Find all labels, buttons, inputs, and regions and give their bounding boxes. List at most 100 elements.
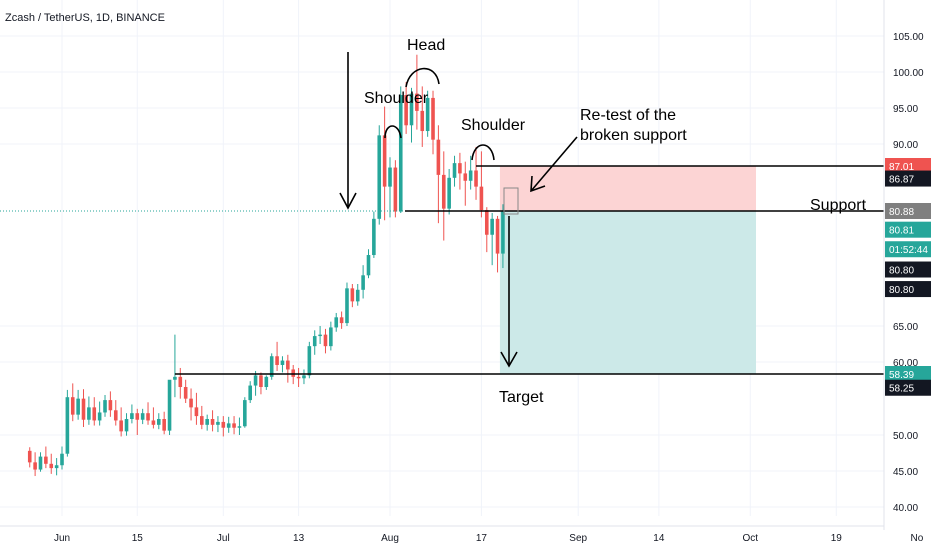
candle-body — [140, 413, 145, 420]
lines-layer — [0, 165, 884, 375]
price-tag-label: 86.87 — [889, 175, 914, 186]
candle-body — [361, 275, 365, 290]
candle-body — [339, 317, 344, 324]
candle-body — [119, 420, 123, 432]
candle-body — [60, 453, 64, 466]
x-tick-label: 15 — [132, 533, 144, 544]
candle-body — [248, 385, 252, 401]
candle-body — [452, 163, 457, 178]
price-tag-label: 80.80 — [889, 266, 914, 277]
candle-body — [200, 416, 204, 425]
candle-body — [97, 412, 102, 421]
right-shoulder-arc — [471, 144, 495, 161]
target-arrow-icon — [500, 216, 518, 368]
candle-body — [447, 177, 451, 209]
candle-body — [420, 110, 425, 132]
candle-body — [70, 397, 75, 415]
candles-layer — [27, 54, 505, 477]
annotation-right-shoulder: Shoulder — [461, 117, 526, 134]
candle-body — [81, 398, 86, 420]
candle-body — [167, 379, 172, 431]
y-tick-label: 95.00 — [893, 104, 918, 115]
candle-body — [113, 410, 118, 421]
candle-body — [226, 423, 231, 428]
candle-body — [130, 413, 134, 420]
candle-body — [490, 218, 494, 235]
candle-body — [243, 400, 247, 427]
candle-body — [296, 376, 301, 379]
x-tick-label: Jul — [217, 533, 230, 544]
candle-body — [221, 421, 226, 428]
candle-body — [377, 135, 382, 219]
candle-body — [350, 288, 355, 302]
candle-body — [425, 97, 430, 132]
retest-highlight-box — [503, 187, 519, 215]
candle-body — [237, 426, 242, 428]
candle-body — [302, 375, 306, 379]
annotation-support: Support — [810, 197, 867, 214]
price-tag-label: 80.88 — [889, 207, 914, 218]
left-shoulder-arc — [384, 125, 402, 139]
candle-body — [232, 423, 236, 428]
candle-body — [495, 218, 500, 254]
price-tag-label: 87.01 — [889, 162, 914, 173]
x-tick-label: 13 — [293, 533, 305, 544]
candle-body — [178, 376, 183, 388]
retest-arrow-icon — [530, 136, 578, 193]
candle-body — [183, 387, 188, 399]
price-tag-label: 01:52:44 — [889, 245, 928, 256]
y-tick-label: 60.00 — [893, 358, 918, 369]
candle-body — [38, 456, 43, 470]
candle-body — [76, 398, 80, 415]
candle-body — [264, 376, 269, 388]
candle-body — [194, 407, 199, 417]
x-tick-label: 17 — [476, 533, 488, 544]
x-tick-label: Aug — [381, 533, 399, 544]
price-tag-bg — [885, 366, 931, 382]
price-tag-bg — [885, 170, 931, 187]
candle-body — [286, 360, 290, 370]
candle-body — [329, 327, 333, 347]
down-arrow-icon — [339, 52, 357, 210]
candle-body — [404, 95, 408, 126]
annotation-target: Target — [499, 389, 544, 406]
candle-body — [210, 419, 215, 425]
y-tick-label: 45.00 — [893, 467, 918, 478]
y-tick-label: 100.00 — [893, 68, 924, 79]
candle-body — [269, 356, 274, 377]
candle-body — [49, 463, 54, 469]
candle-body — [275, 356, 279, 365]
candle-body — [409, 93, 414, 126]
candle-body — [156, 419, 161, 425]
price-tag-bg — [885, 241, 931, 258]
candle-body — [479, 186, 484, 211]
candle-body — [345, 288, 349, 324]
price-tag-bg — [885, 379, 931, 396]
candle-body — [468, 170, 473, 181]
candle-body — [415, 93, 419, 111]
candle-body — [312, 336, 317, 347]
annotation-head: Head — [407, 37, 445, 54]
candle-body — [366, 255, 371, 276]
candle-body — [87, 407, 91, 420]
candle-body — [307, 346, 312, 376]
candle-body — [463, 173, 468, 181]
candle-body — [146, 413, 150, 421]
y-tick-label: 65.00 — [893, 322, 918, 333]
candle-body — [27, 450, 32, 463]
candle-body — [65, 397, 70, 454]
price-tag-bg — [885, 158, 931, 174]
candle-body — [103, 400, 107, 413]
candle-body — [484, 210, 489, 235]
head-arc — [405, 67, 440, 88]
price-tag-label: 80.81 — [889, 226, 914, 237]
y-tick-label: 90.00 — [893, 140, 918, 151]
annotation-left-shoulder: Shoulder — [364, 90, 429, 107]
candle-body — [436, 139, 441, 175]
y-tick-label: 40.00 — [893, 503, 918, 514]
x-tick-label: Oct — [742, 533, 758, 544]
grid-layer — [0, 0, 918, 516]
y-tick-label: 105.00 — [893, 32, 924, 43]
